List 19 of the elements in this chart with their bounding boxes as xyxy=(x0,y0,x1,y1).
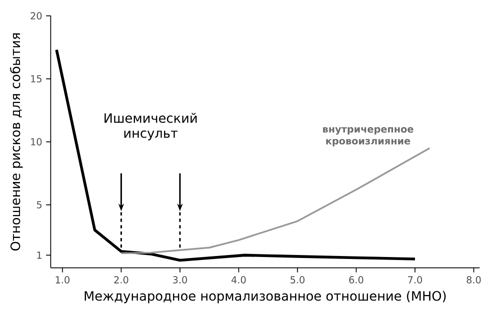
x-tick-label: 5.0 xyxy=(290,276,304,284)
x-tick-label: 1.0 xyxy=(56,276,70,284)
y-tick-label: 15 xyxy=(31,75,42,82)
y-axis-title: Отношение рисков для события xyxy=(10,33,23,250)
x-tick-label: 4.0 xyxy=(232,276,246,284)
y-tick-label: 1 xyxy=(37,252,42,259)
series-label: внутричерепное кровоизлияние xyxy=(323,127,414,146)
x-tick-label: 7.0 xyxy=(408,276,422,284)
x-tick-label: 8.0 xyxy=(466,276,481,284)
x-tick-label: 2.0 xyxy=(114,276,128,284)
x-axis-title: Международное нормализованное отношение (МНО) xyxy=(84,290,446,304)
x-tick-label: 3.0 xyxy=(173,276,187,284)
y-tick-label: 10 xyxy=(31,138,42,146)
text: Ишемический инсульт xyxy=(104,112,197,140)
y-tick-label: 5 xyxy=(36,201,42,208)
y-tick-label: 20 xyxy=(30,12,42,20)
line-series xyxy=(55,48,416,262)
line-series xyxy=(120,147,431,254)
x-tick-label: 6.0 xyxy=(349,276,364,284)
